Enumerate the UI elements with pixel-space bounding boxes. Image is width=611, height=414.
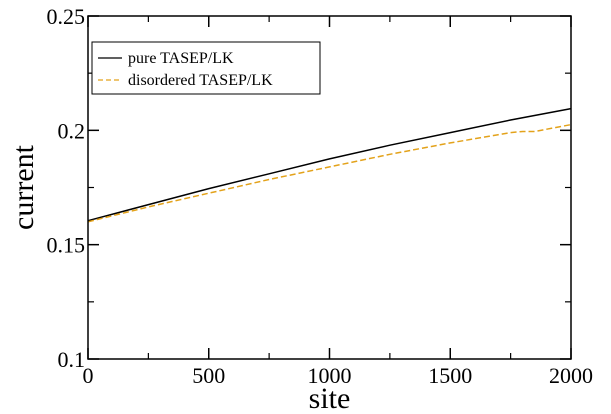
y-tick-label: 0.15 bbox=[47, 233, 86, 258]
plot-frame bbox=[87, 15, 572, 360]
ticks-layer: 0 500 1000 1500 2000 0.1 0.15 0.2 0.25 bbox=[47, 4, 594, 388]
series-line-1 bbox=[87, 107, 572, 222]
x-tick-label: 2000 bbox=[549, 363, 593, 388]
legend: pure TASEP/LK disordered TASEP/LK bbox=[91, 41, 321, 95]
legend-box bbox=[91, 41, 321, 95]
series-layer bbox=[87, 107, 572, 223]
x-axis-label: site bbox=[309, 382, 351, 414]
x-tick-label: 0 bbox=[83, 363, 94, 388]
legend-label: disordered TASEP/LK bbox=[128, 72, 273, 89]
series-line-2 bbox=[87, 123, 572, 223]
x-tick-label: 1000 bbox=[308, 363, 352, 388]
x-tick-label: 500 bbox=[192, 363, 225, 388]
x-tick-label: 1500 bbox=[428, 363, 472, 388]
y-tick-label: 0.2 bbox=[58, 118, 86, 143]
y-tick-label: 0.25 bbox=[47, 4, 86, 29]
y-axis-label: current bbox=[7, 144, 40, 230]
y-tick-label: 0.1 bbox=[58, 347, 86, 372]
legend-label: pure TASEP/LK bbox=[128, 50, 234, 67]
